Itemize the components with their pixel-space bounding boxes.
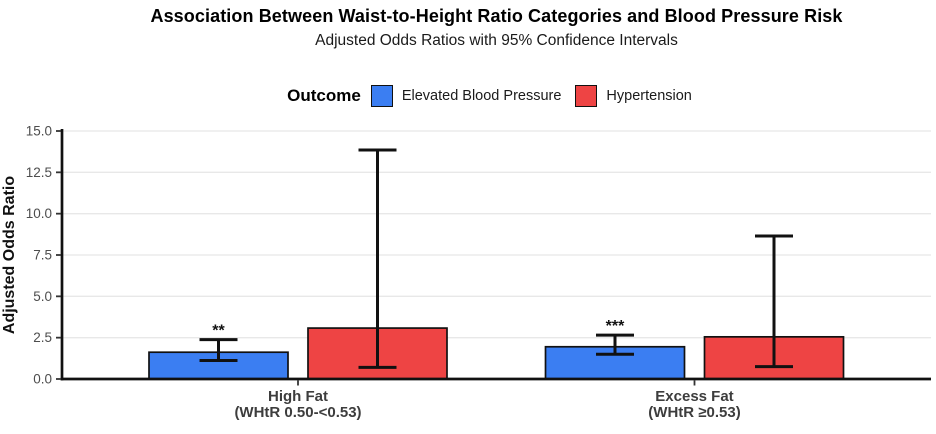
y-tick-label: 2.5 [33,330,52,345]
y-tick-label: 12.5 [26,165,52,180]
x-category-sublabel: (WHtR ≥0.53) [648,404,740,421]
x-category-label: High Fat [268,388,328,405]
significance-stars: *** [606,318,625,335]
legend-item-hypertension: Hypertension [575,85,692,107]
y-tick-label: 7.5 [33,248,52,263]
legend-label-elevated-blood-pressure: Elevated Blood Pressure [401,88,562,104]
legend-swatch-elevated-blood-pressure-icon [370,85,393,107]
y-tick-label: 10.0 [26,206,52,221]
y-axis-title: Adjusted Odds Ratio [1,176,18,334]
legend-item-elevated-blood-pressure: Elevated Blood Pressure [370,85,562,107]
significance-stars: ** [212,323,225,340]
legend-swatch-hypertension-icon [575,85,598,107]
chart-subtitle: Adjusted Odds Ratios with 95% Confidence… [315,32,678,49]
legend-label-hypertension: Hypertension [606,88,692,104]
x-category-sublabel: (WHtR 0.50-<0.53) [234,404,361,421]
chart-title: Association Between Waist-to-Height Rati… [150,6,843,26]
y-tick-label: 15.0 [26,124,52,139]
x-category-label: Excess Fat [655,388,733,405]
legend: Outcome Elevated Blood Pressure Hyperten… [62,83,931,109]
y-tick-label: 0.0 [33,372,52,387]
y-tick-label: 5.0 [33,289,52,304]
legend-title: Outcome [287,86,361,105]
